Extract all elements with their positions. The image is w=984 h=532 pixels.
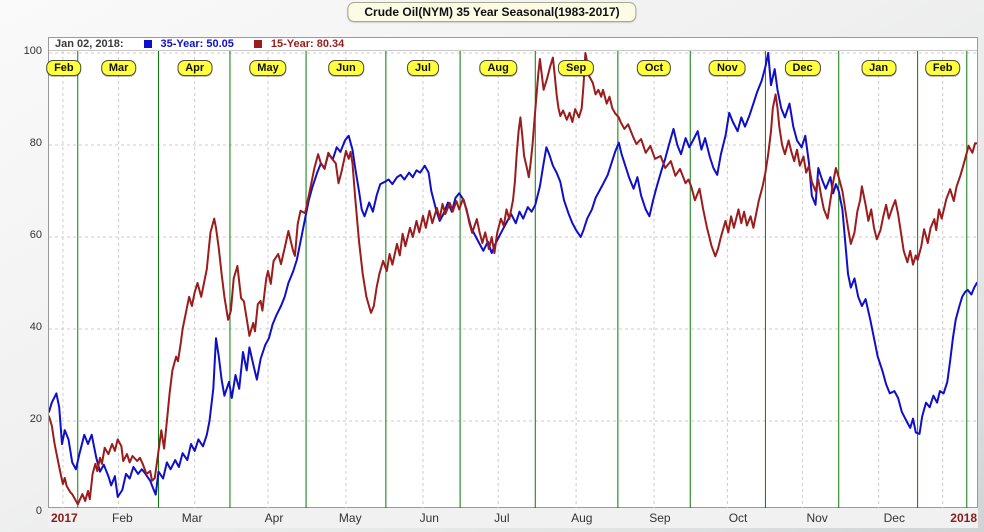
month-badge-5-jul: Jul	[407, 60, 439, 76]
series-line-35-year	[49, 52, 977, 498]
x-tick-label-nov: Nov	[806, 511, 828, 525]
legend-35-year-value: 35-Year: 50.05	[160, 37, 234, 50]
legend-date: Jan 02, 2018:	[55, 37, 124, 50]
month-badge-6-aug: Aug	[479, 60, 517, 76]
chart-title: Crude Oil(NYM) 35 Year Seasonal(1983-201…	[364, 5, 620, 19]
legend-15-year-value: 15-Year: 80.34	[270, 37, 345, 50]
x-tick-label-jun: Jun	[419, 511, 439, 525]
y-tick-label-80: 80	[29, 137, 42, 149]
x-tick-label-oct: Oct	[728, 511, 748, 525]
month-badge-9-nov: Nov	[708, 60, 746, 76]
month-badge-8-oct: Oct	[636, 60, 672, 76]
month-badge-4-jun: Jun	[328, 60, 364, 76]
y-tick-label-60: 60	[29, 229, 42, 241]
chart-title-badge: Crude Oil(NYM) 35 Year Seasonal(1983-201…	[347, 2, 637, 22]
x-tick-label-sep: Sep	[649, 511, 671, 525]
month-badge-1-mar: Mar	[100, 60, 137, 76]
plot-area: Feb Mar Apr May Jun Jul Aug Sep Oct Nov Dec Jan Feb	[46, 51, 977, 509]
y-tick-label-20: 20	[29, 413, 42, 425]
y-tick-label-100: 100	[23, 45, 42, 57]
month-badge-3-may: May	[249, 60, 287, 76]
x-tick-label-2018: 2018	[950, 511, 977, 525]
x-tick-label-feb: Feb	[112, 511, 133, 525]
month-badge-11-jan: Jan	[861, 60, 897, 76]
x-tick-label-2017: 2017	[51, 511, 78, 525]
x-tick-label-jul: Jul	[494, 511, 510, 525]
month-badge-10-dec: Dec	[784, 60, 821, 76]
x-tick-label-aug: Aug	[571, 511, 593, 525]
x-tick-label-dec: Dec	[883, 511, 905, 525]
chart-frame: Jan 02, 2018: 35-Year: 50.05 15-Year: 80…	[46, 37, 978, 509]
y-tick-label-0: 0	[35, 505, 42, 517]
month-badge-2-apr: Apr	[177, 60, 213, 76]
x-tick-label-may: May	[338, 511, 362, 525]
legend-bar: Jan 02, 2018: 35-Year: 50.05 15-Year: 80…	[49, 38, 977, 51]
x-axis: 2017 Feb Mar Apr May Jun Jul Aug Sep Oct Nov Dec 201…	[48, 508, 978, 528]
month-badge-12-feb: Feb	[924, 60, 961, 76]
month-badge-7-sep: Sep	[558, 60, 595, 76]
y-tick-label-40: 40	[29, 321, 42, 333]
series-line-15-year	[49, 52, 977, 506]
x-tick-label-apr: Apr	[264, 511, 284, 525]
x-tick-label-mar: Mar	[181, 511, 203, 525]
legend-swatch-15-year-icon	[253, 40, 262, 48]
month-badge-0-feb: Feb	[46, 60, 82, 76]
legend-swatch-35-year-icon	[143, 40, 152, 48]
plot-svg	[49, 51, 977, 509]
